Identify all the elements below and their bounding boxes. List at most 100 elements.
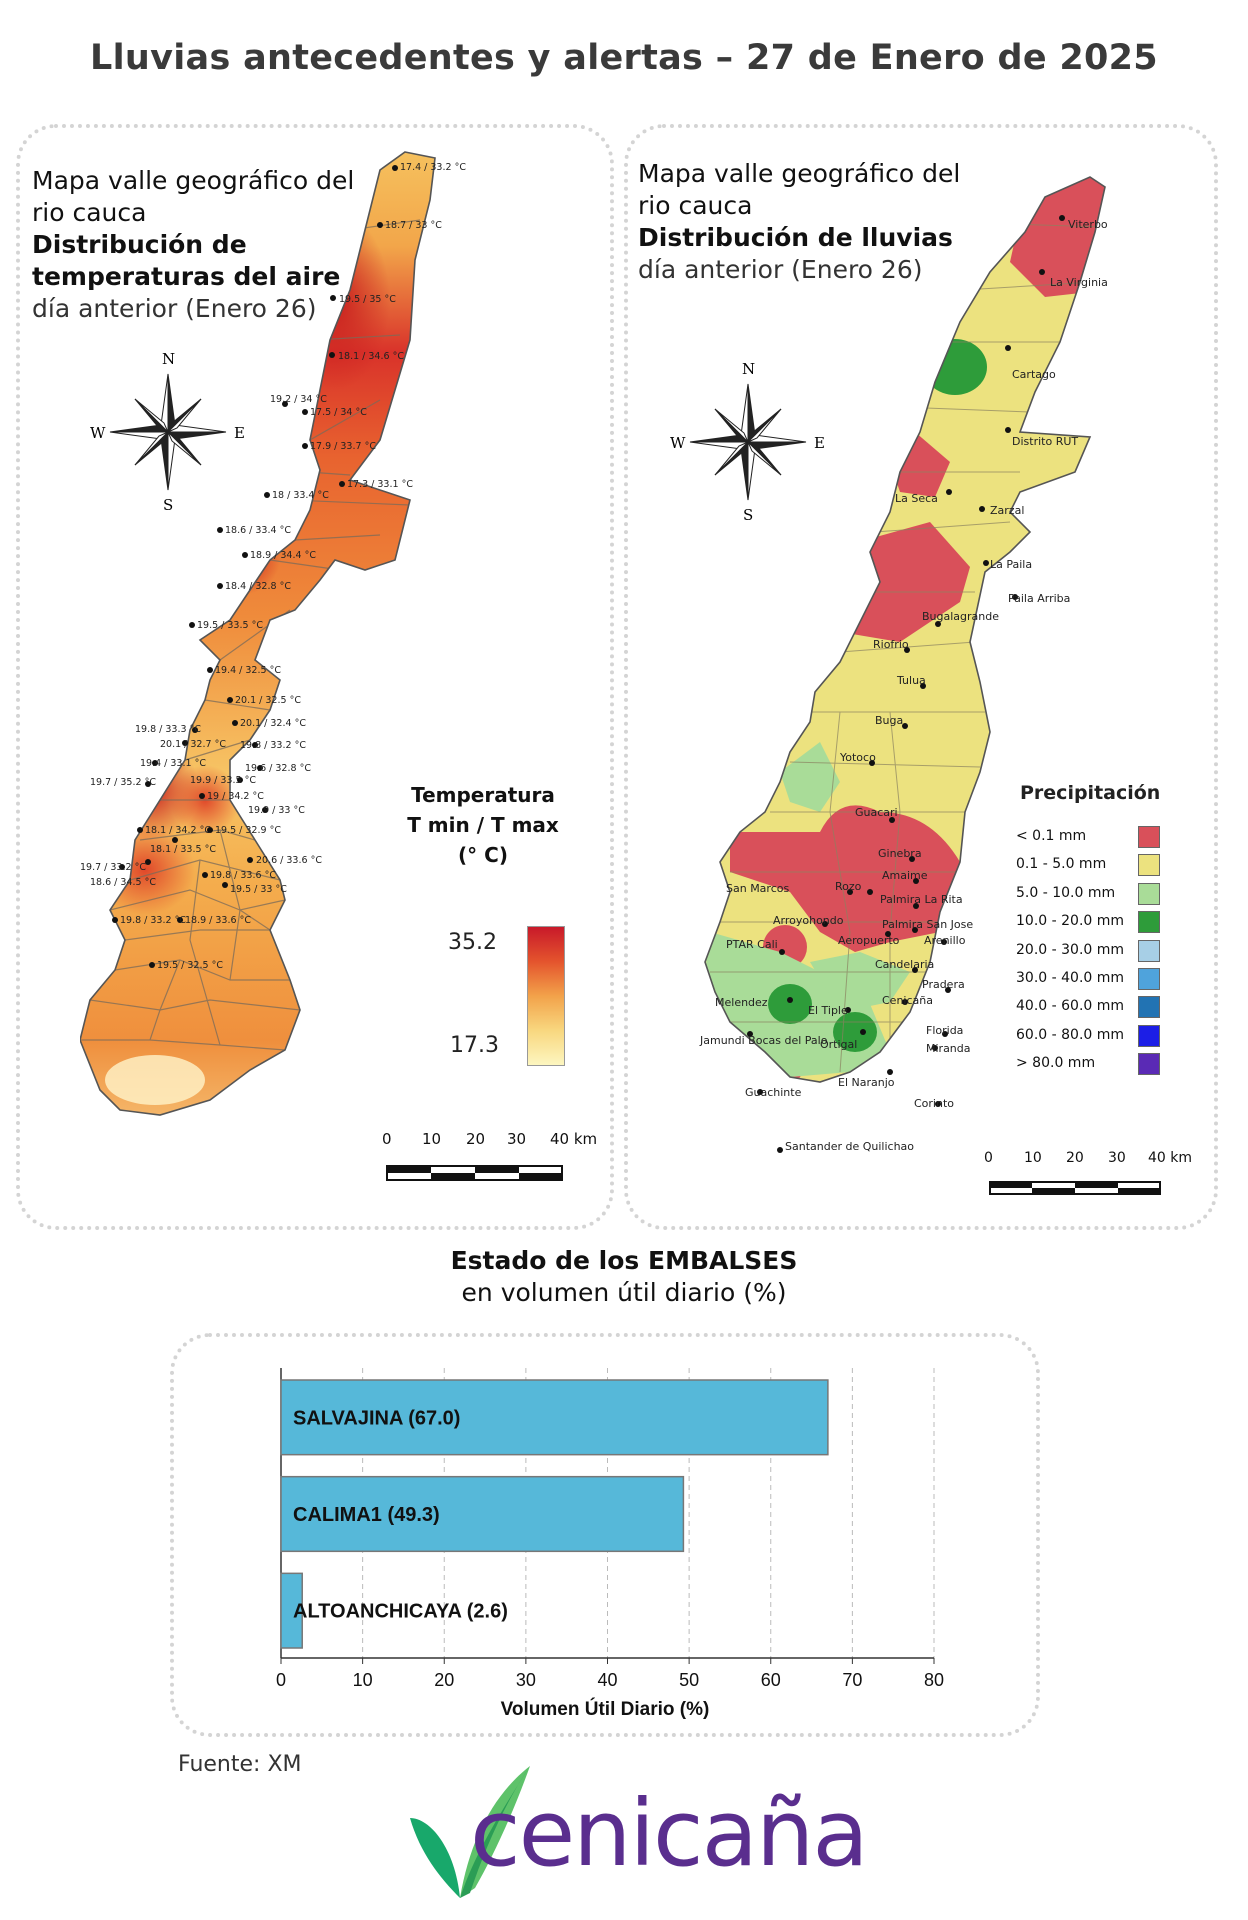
legend-item: < 0.1 mm [1010,826,1200,854]
temperature-color-ramp [527,926,565,1066]
station-label: 19.8 / 33.6 °C [210,870,276,881]
temperature-map: 17.4 / 33.2 °C 18.7 / 33 °C 19.5 / 35 °C… [80,151,466,1116]
place-label: Cenicaña [882,994,933,1007]
place-label: Corinto [914,1097,954,1110]
compass-e-label: E [814,434,825,452]
legend-item: 60.0 - 80.0 mm [1010,1024,1200,1053]
place-label: Paila Arriba [1008,592,1070,605]
station-label: 19.7 / 33.2 °C [80,862,146,873]
place-label: Aeropuerto [838,934,900,947]
temperature-title-line2: rio cauca [32,198,147,227]
station-label: 18.6 / 34.5 °C [90,877,156,888]
station-label: 18.4 / 32.8 °C [225,581,291,592]
legend-item: 20.0 - 30.0 mm [1010,939,1200,968]
station-label: 19.5 / 33.5 °C [197,620,263,631]
place-label: Amaime [882,869,928,882]
reservoirs-panel [170,1333,1040,1737]
place-label: Cartago [1012,368,1056,381]
place-label: Guachinte [745,1086,802,1099]
x-axis-label: Volumen Útil Diario (%) [501,1698,710,1720]
place-label: El Naranjo [838,1076,895,1089]
scale-label: 40 km [550,1130,597,1148]
precipitation-legend: Precipitación < 0.1 mm 0.1 - 5.0 mm 5.0 - … [1010,782,1200,1082]
legend-item: 5.0 - 10.0 mm [1010,882,1200,911]
station-label: 18.1 / 34.6 °C [338,351,404,362]
place-label: Florida [926,1024,963,1037]
legend-item-label: 20.0 - 30.0 mm [1016,941,1125,958]
place-label: Ortigal [820,1038,857,1051]
place-label: Bugalagrande [922,610,999,623]
scale-label: 0 [984,1150,993,1166]
place-label: San Marcos [726,882,789,895]
scale-label: 40 km [1148,1150,1192,1166]
scale-label: 20 [1066,1150,1084,1166]
x-tick-label: 10 [353,1670,373,1690]
compass-n-label: N [162,352,175,368]
legend-title-line: (° C) [458,843,508,867]
station-label: 18.9 / 34.4 °C [250,550,316,561]
bar [280,1572,303,1649]
station-label: 19.9 / 33 °C [248,805,305,816]
legend-item-label: > 80.0 mm [1016,1055,1096,1072]
station-label: 20.1 / 32.5 °C [235,695,301,706]
legend-swatch [1138,1053,1160,1076]
legend-min-value: 17.3 [450,1033,499,1058]
bar [280,1475,685,1553]
legend-title-line: Temperatura [411,783,555,807]
legend-item-label: < 0.1 mm [1016,828,1087,844]
bar-label: SALVAJINA (67.0) [293,1407,460,1429]
legend-item-label: 5.0 - 10.0 mm [1016,884,1116,901]
reservoirs-title-sub: en volumen útil diario (%) [461,1278,787,1307]
legend-item: 40.0 - 60.0 mm [1010,996,1200,1024]
legend-swatch [1138,967,1160,990]
scale-label: 0 [382,1130,392,1148]
x-tick-label: 60 [761,1670,781,1690]
station-label: 19.6 / 32.8 °C [245,763,311,774]
reservoirs-title: Estado de los EMBALSES en volumen útil d… [0,1245,1248,1309]
station-label: 17.4 / 33.2 °C [400,162,466,173]
rain-title-line2: rio cauca [638,191,753,220]
station-label: 19.8 / 33.2 °C [120,915,186,926]
scale-label: 30 [507,1130,526,1148]
place-label: Candelaria [875,958,934,971]
x-tick-label: 80 [924,1670,944,1690]
compass-n-label: N [742,362,755,378]
temperature-map-title: Mapa valle geográfico del rio cauca Dist… [32,165,392,325]
x-tick-label: 40 [597,1670,617,1690]
station-label: 19.5 / 32.9 °C [215,825,281,836]
legend-item-label: 30.0 - 40.0 mm [1016,969,1125,986]
place-label: Ginebra [878,847,922,860]
place-label: Palmira La Rita [880,893,963,906]
temperature-title-line4: temperaturas del aire [32,262,341,291]
rain-map-panel [624,124,1218,1230]
place-label: La Paila [990,558,1032,571]
scale-bar: 0 10 20 30 40 km [984,1150,1192,1195]
station-label: 19.8 / 33.2 °C [240,740,306,751]
place-label: Zarzal [990,504,1024,517]
bar-label: ALTOANCHICAYA (2.6) [293,1601,508,1623]
station-label: 19.9 / 33.5 °C [190,775,256,786]
bar-label: CALIMA1 (49.3) [293,1504,440,1526]
station-label: 19.2 / 34 °C [270,394,327,405]
station-label: 19.5 / 35 °C [339,294,396,305]
station-label: 19.4 / 33.1 °C [140,758,206,769]
station-label: 17.5 / 34 °C [310,407,367,418]
scale-label: 10 [1024,1150,1042,1166]
compass-s-label: S [743,506,753,522]
scale-bar: 0 10 20 30 40 km [382,1130,597,1181]
station-label: 18 / 33.4 °C [272,490,329,501]
station-label: 17.9 / 33.7 °C [310,441,376,452]
place-label: PTAR Cali [726,938,778,951]
place-label: Rozo [835,880,862,893]
bar [280,1379,829,1456]
place-label: El Tiple [808,1004,848,1017]
x-tick-label: 70 [842,1670,862,1690]
compass-w-label: W [90,424,106,442]
legend-item-label: 10.0 - 20.0 mm [1016,913,1125,930]
compass-e-label: E [234,424,245,442]
legend-item: 0.1 - 5.0 mm [1010,854,1200,882]
source-note: Fuente: XM [178,1752,302,1777]
legend-item-label: 40.0 - 60.0 mm [1016,998,1125,1015]
legend-item: 30.0 - 40.0 mm [1010,967,1200,996]
legend-item-label: 60.0 - 80.0 mm [1016,1026,1125,1043]
